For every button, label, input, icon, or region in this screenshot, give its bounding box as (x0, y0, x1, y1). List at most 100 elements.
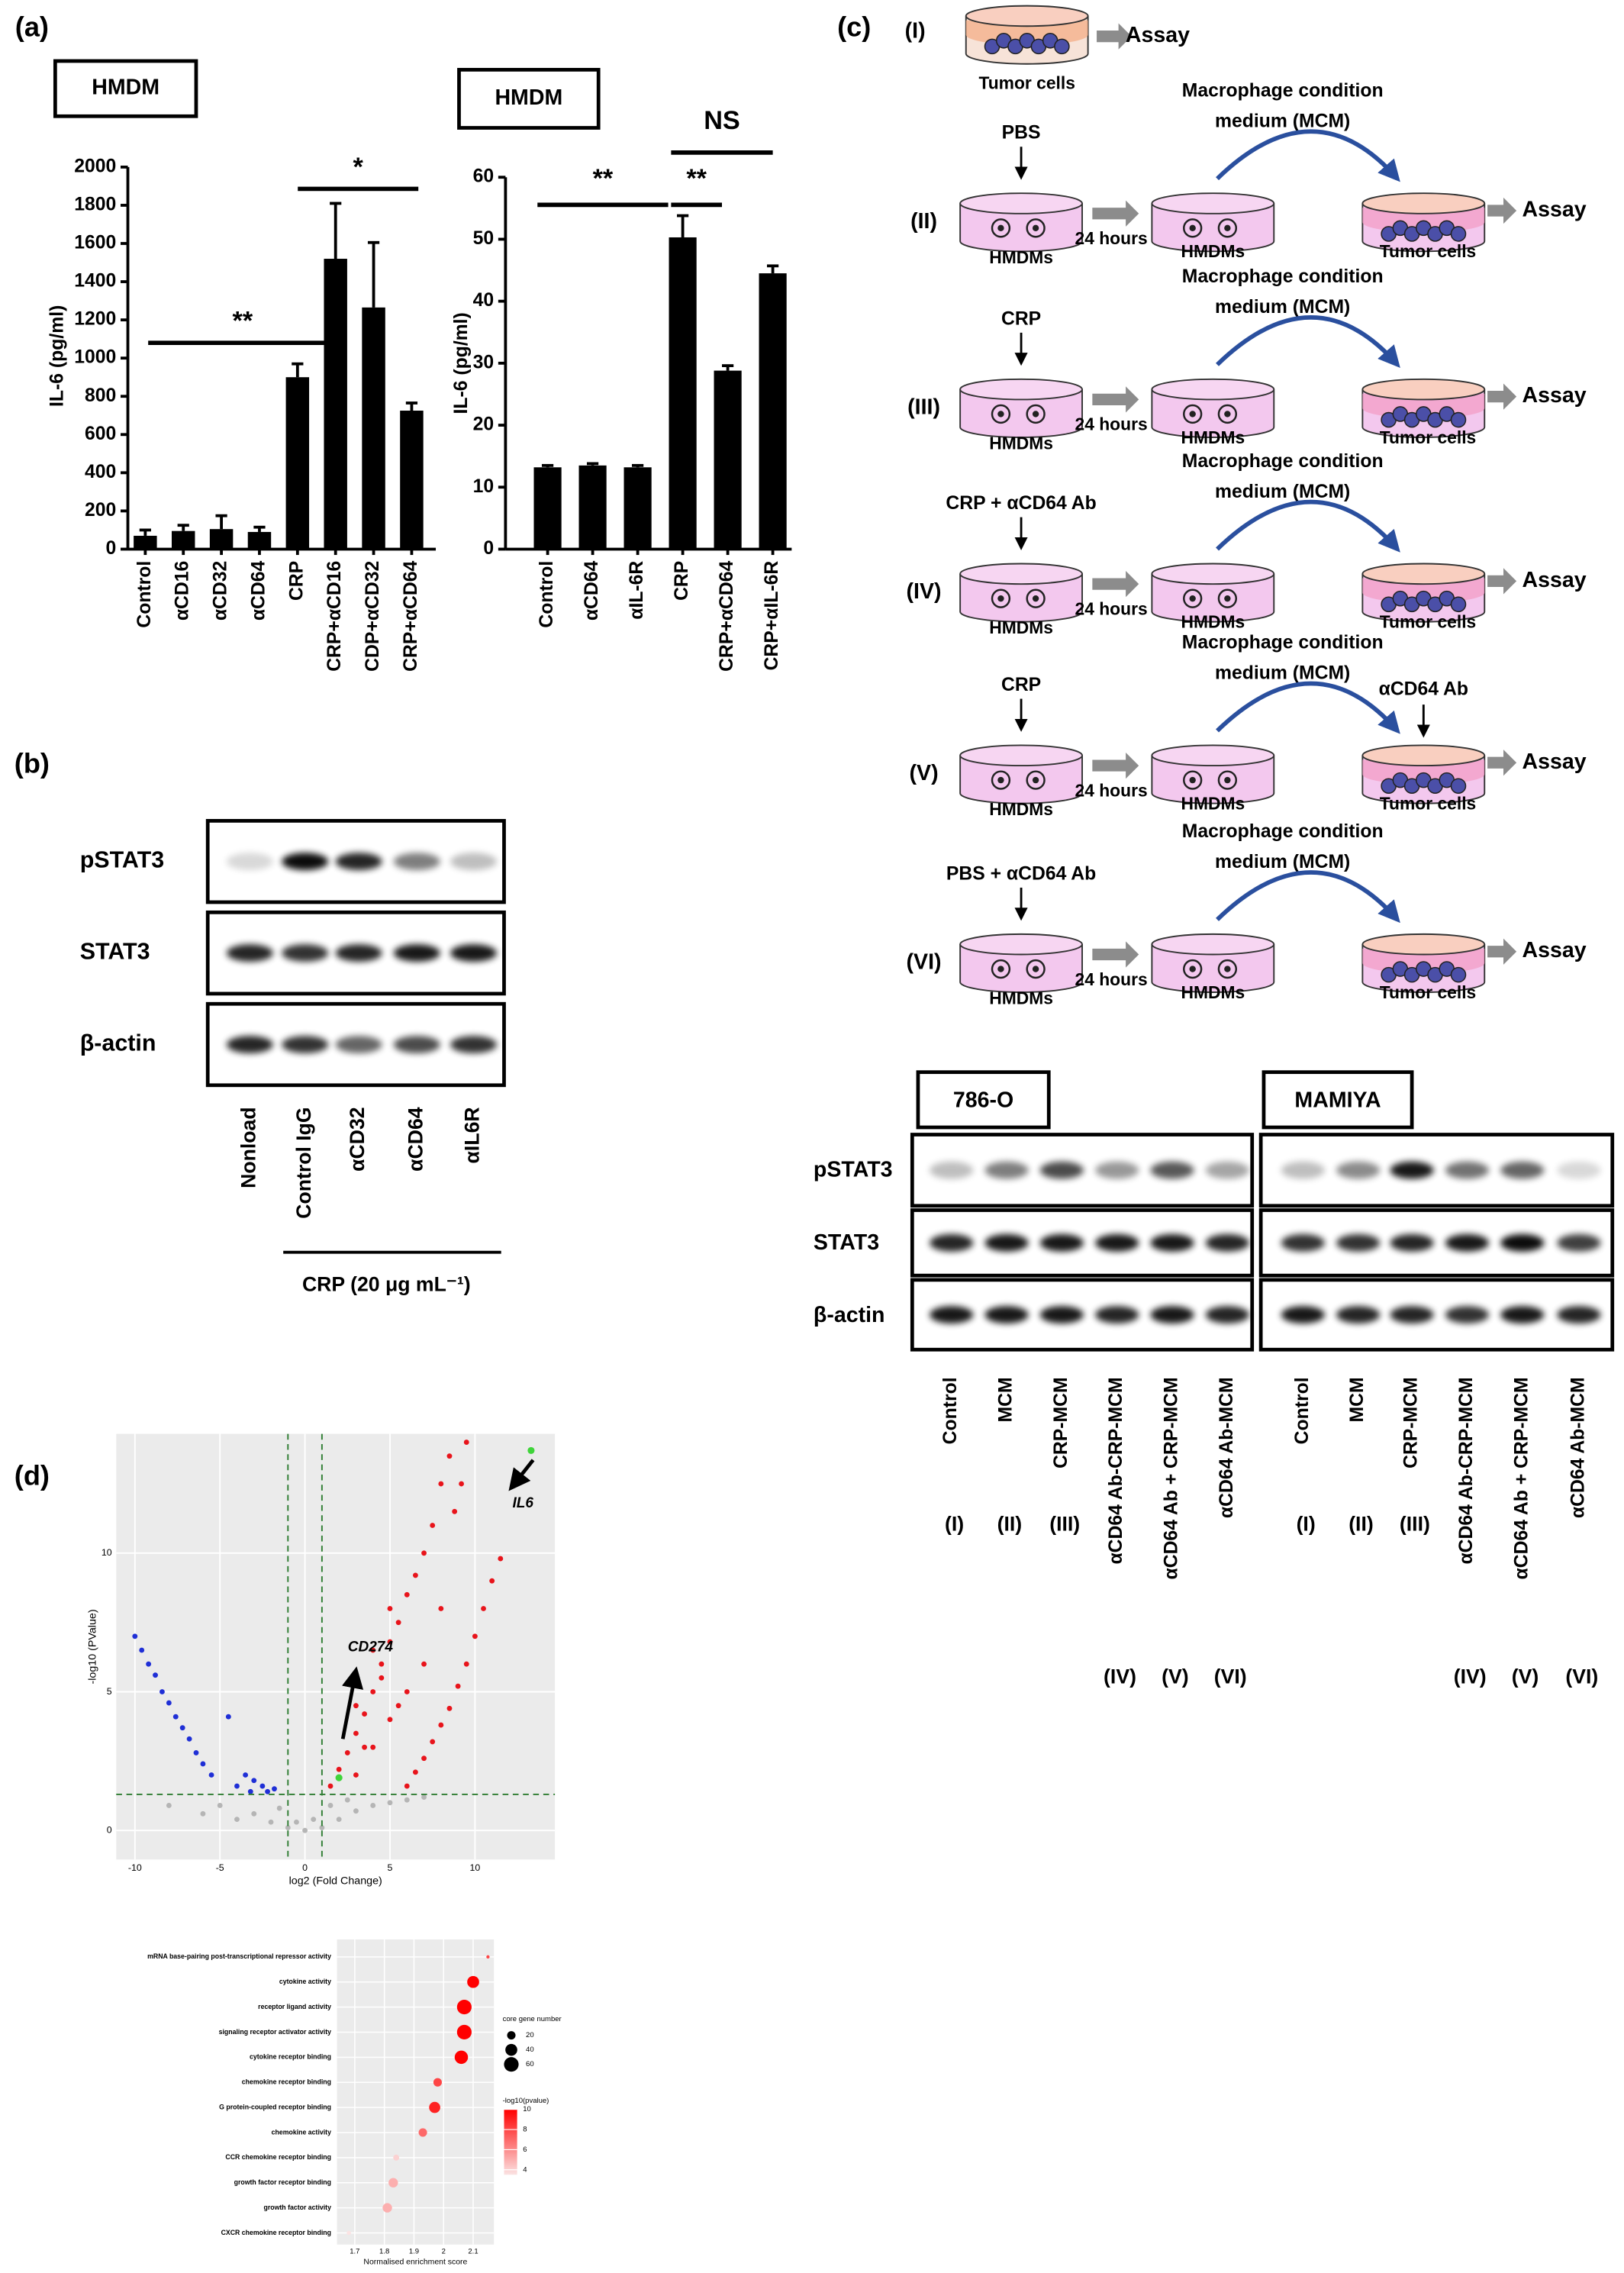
medium-label: medium (MCM) (1215, 852, 1350, 872)
blot-band (282, 853, 329, 871)
blot-band (1095, 1161, 1139, 1179)
annotation: CD274 (348, 1639, 394, 1655)
dish (959, 755, 1083, 804)
dish-rim (959, 563, 1083, 585)
blot-band (1039, 1233, 1084, 1252)
legend-label: 40 (526, 2046, 534, 2054)
target-label: Tumor cells (1380, 427, 1476, 447)
x-tick-label: CRP+αCD16 (324, 561, 345, 672)
point (438, 1481, 444, 1487)
lane-label: αCD32 (346, 1107, 369, 1171)
macrophage (1026, 404, 1046, 424)
macrophage (1183, 404, 1203, 424)
medium-label: Macrophage condition (1182, 633, 1384, 653)
point (452, 1508, 458, 1514)
blot-band (335, 1036, 382, 1053)
annotation-arrow (508, 1459, 535, 1491)
point (430, 1523, 436, 1528)
title-box (53, 59, 198, 118)
time-label: 24 hours (1075, 228, 1148, 248)
macrophage-nucleus (1224, 776, 1231, 784)
target-label: Tumor cells (1380, 982, 1476, 1002)
lane-label: CRP-MCM (1051, 1377, 1071, 1469)
blot-band (1039, 1161, 1084, 1179)
point (265, 1788, 271, 1794)
point (387, 1606, 393, 1611)
blot-band (226, 853, 273, 871)
dot (393, 2154, 400, 2161)
lane-numeral: (III) (1400, 1513, 1430, 1536)
medium-label: medium (MCM) (1215, 111, 1350, 131)
blot-band (1445, 1233, 1489, 1252)
cells-label: HMDMs (989, 433, 1053, 453)
dish-rim (1361, 933, 1486, 956)
x-tick-label: Control (134, 561, 155, 628)
y-tick-label: 40 (473, 290, 495, 311)
macrophage-nucleus (1189, 224, 1196, 232)
y-tick-label: G protein-coupled receptor binding (219, 2103, 331, 2110)
macrophage (991, 218, 1011, 238)
point (463, 1661, 469, 1667)
macrophage (991, 404, 1011, 424)
lane-numeral: (I) (945, 1513, 964, 1536)
lane-label: Control (940, 1377, 961, 1444)
macrophage (1183, 770, 1203, 790)
bar (171, 530, 195, 550)
dish-rim (959, 933, 1083, 956)
tumor-cell (1450, 411, 1467, 428)
process-arrow (1092, 386, 1139, 413)
lane-numeral: (III) (1049, 1513, 1080, 1536)
result-label: Assay (1522, 938, 1587, 962)
lane-numeral: (VI) (1565, 1665, 1598, 1688)
row-label: β-actin (80, 1030, 156, 1056)
x-axis-label: Normalised enrichment score (363, 2258, 467, 2266)
blot-band (226, 1036, 273, 1053)
x-tick-label: 1.8 (379, 2248, 389, 2256)
lane-numeral: (II) (1348, 1513, 1374, 1536)
point (370, 1689, 376, 1694)
macrophage-nucleus (1032, 411, 1039, 418)
dish-rim (1151, 563, 1275, 585)
point (259, 1783, 266, 1789)
point (481, 1606, 486, 1611)
y-tick-label: 1800 (74, 194, 116, 214)
point (179, 1725, 185, 1731)
y-tick-label: chemokine receptor binding (242, 2078, 331, 2086)
step-numeral: (II) (910, 209, 937, 234)
medium-label: Macrophage condition (1182, 821, 1384, 842)
macrophage (1217, 404, 1238, 424)
macrophage (1026, 218, 1046, 238)
point (353, 1772, 359, 1778)
blot-band (1205, 1233, 1249, 1252)
dish-rim (965, 5, 1089, 27)
dot (388, 2178, 398, 2188)
target-label: Tumor cells (1380, 612, 1476, 632)
point (446, 1453, 453, 1459)
blot-band (393, 1036, 440, 1053)
dot (433, 2078, 443, 2087)
y-tick-label: mRNA base-pairing post-transcriptional r… (147, 1952, 331, 1960)
result-label: Assay (1126, 23, 1190, 47)
panel-label: (d) (14, 1459, 50, 1491)
cells-label: HMDMs (989, 988, 1053, 1008)
bar (362, 307, 385, 550)
y-tick-label: 5 (107, 1686, 112, 1697)
legend-dot (507, 2031, 516, 2040)
point (489, 1578, 495, 1584)
point (166, 1803, 172, 1808)
bar (533, 467, 562, 550)
y-tick-label: CXCR chemokine receptor binding (221, 2229, 331, 2236)
dot (456, 2024, 472, 2040)
time-label: 24 hours (1075, 414, 1148, 434)
macrophage (1217, 218, 1238, 238)
macrophage-nucleus (997, 411, 1004, 418)
y-tick-label: 0 (107, 1824, 112, 1835)
macrophage-nucleus (1189, 411, 1196, 418)
cells-label: HMDMs (1181, 612, 1245, 632)
y-tick-label: signaling receptor activator activity (219, 2028, 331, 2036)
point (404, 1689, 410, 1694)
point (387, 1717, 393, 1723)
dot (454, 2050, 469, 2065)
blot-band (1557, 1161, 1601, 1179)
bar (714, 370, 742, 550)
